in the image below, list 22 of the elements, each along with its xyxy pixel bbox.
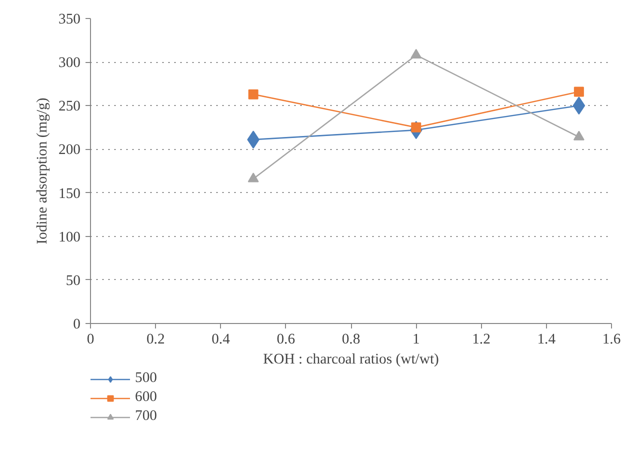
y-tick-label: 350 bbox=[58, 12, 80, 28]
y-tick-label: 0 bbox=[73, 316, 80, 332]
x-tick-label: 0.8 bbox=[342, 332, 360, 348]
x-tick-label: 0.6 bbox=[276, 332, 296, 348]
y-tick-label: 300 bbox=[58, 55, 80, 72]
x-tick-label: 1 bbox=[412, 332, 420, 348]
y-tick-label: 50 bbox=[66, 272, 80, 289]
legend-label: 500 bbox=[135, 370, 157, 387]
x-tick-label: 0 bbox=[86, 332, 94, 348]
x-tick-label: 0.2 bbox=[146, 332, 165, 348]
x-tick-label: 1.6 bbox=[602, 332, 621, 348]
legend-label: 700 bbox=[135, 408, 157, 425]
x-axis-title: KOH : charcoal ratios (wt/wt) bbox=[263, 352, 440, 368]
y-tick-label: 100 bbox=[58, 229, 80, 246]
y-axis-title: Iodine adsorption (mg/g) bbox=[34, 98, 51, 244]
x-tick-label: 1.2 bbox=[472, 332, 490, 348]
y-tick-label: 250 bbox=[58, 98, 80, 115]
x-tick-label: 0.4 bbox=[212, 332, 231, 348]
x-tick-label: 1.4 bbox=[537, 332, 556, 348]
y-tick-label: 150 bbox=[58, 186, 80, 202]
legend-label: 600 bbox=[135, 389, 157, 406]
y-tick-label: 200 bbox=[58, 142, 80, 158]
